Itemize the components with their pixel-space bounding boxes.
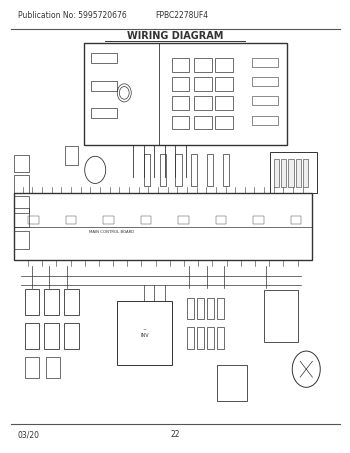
Bar: [191, 154, 197, 186]
Bar: [64, 289, 79, 315]
Bar: [296, 159, 301, 187]
Bar: [253, 216, 264, 224]
Bar: [264, 290, 298, 342]
Bar: [215, 58, 233, 72]
Bar: [215, 116, 233, 129]
Bar: [270, 152, 317, 193]
Bar: [14, 155, 29, 172]
Bar: [172, 96, 189, 110]
Bar: [117, 301, 172, 365]
Bar: [175, 154, 182, 186]
Bar: [14, 196, 29, 213]
Bar: [172, 77, 189, 91]
Text: ~
INV: ~ INV: [140, 328, 149, 338]
Bar: [290, 216, 301, 224]
Bar: [252, 77, 278, 86]
Bar: [252, 116, 278, 125]
Bar: [25, 323, 39, 349]
Bar: [215, 77, 233, 91]
Bar: [217, 327, 224, 349]
Bar: [216, 216, 226, 224]
Bar: [140, 216, 151, 224]
Bar: [288, 159, 294, 187]
Bar: [217, 298, 224, 319]
Bar: [25, 357, 39, 378]
Bar: [187, 327, 194, 349]
Text: MAIN CONTROL BOARD: MAIN CONTROL BOARD: [89, 230, 135, 234]
Bar: [91, 81, 117, 91]
Bar: [207, 327, 214, 349]
Bar: [194, 116, 212, 129]
Bar: [303, 159, 308, 187]
Bar: [252, 58, 278, 67]
Bar: [178, 216, 189, 224]
Bar: [281, 159, 286, 187]
Bar: [44, 323, 59, 349]
Bar: [103, 216, 113, 224]
Bar: [207, 154, 213, 186]
Bar: [187, 298, 194, 319]
Bar: [274, 159, 279, 187]
Bar: [207, 298, 214, 319]
Bar: [172, 116, 189, 129]
Bar: [215, 96, 233, 110]
Bar: [14, 231, 29, 249]
Bar: [14, 208, 29, 226]
Bar: [14, 175, 29, 193]
Bar: [194, 96, 212, 110]
Bar: [91, 108, 117, 118]
Bar: [14, 193, 312, 260]
Bar: [46, 357, 60, 378]
Bar: [223, 154, 229, 186]
Bar: [197, 327, 204, 349]
Bar: [44, 289, 59, 315]
Bar: [64, 323, 79, 349]
Text: 22: 22: [170, 430, 180, 439]
Bar: [160, 154, 166, 186]
Bar: [65, 216, 76, 224]
Bar: [172, 58, 189, 72]
Bar: [217, 365, 247, 401]
Bar: [197, 298, 204, 319]
Bar: [91, 53, 117, 63]
Text: 03/20: 03/20: [18, 430, 40, 439]
Bar: [84, 43, 287, 145]
Bar: [25, 289, 39, 315]
Bar: [144, 154, 150, 186]
Bar: [252, 96, 278, 105]
Text: Publication No: 5995720676: Publication No: 5995720676: [18, 11, 126, 20]
Bar: [65, 146, 78, 165]
Bar: [194, 58, 212, 72]
Text: FPBC2278UF4: FPBC2278UF4: [155, 11, 209, 20]
Bar: [28, 216, 38, 224]
Text: WIRING DIAGRAM: WIRING DIAGRAM: [127, 31, 223, 41]
Bar: [194, 77, 212, 91]
